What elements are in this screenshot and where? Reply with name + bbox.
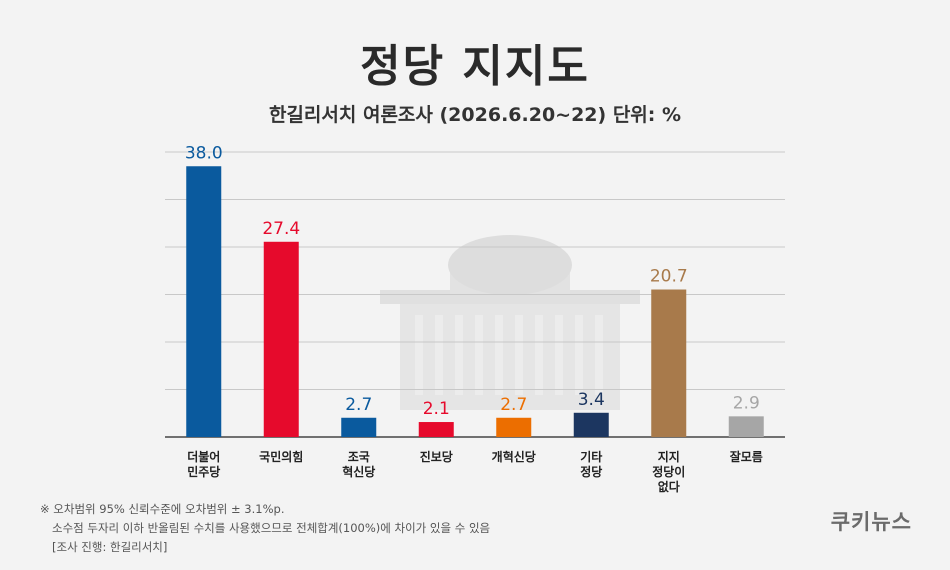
category-label: 정당이 [652, 464, 685, 479]
footnote-margin-of-error: ※ 오차범위 95% 신뢰수준에 오차범위 ± 3.1%p. [40, 502, 285, 516]
bar [651, 289, 687, 437]
bar [263, 241, 299, 437]
bars [186, 166, 764, 437]
category-label: 혁신당 [342, 464, 375, 479]
footnotes: ※ 오차범위 95% 신뢰수준에 오차범위 ± 3.1%p. 소수점 두자리 이… [40, 500, 490, 557]
category-label: 진보당 [420, 449, 453, 464]
national-assembly-building-watermark [380, 235, 640, 410]
chart-title: 정당 지지도 [360, 41, 590, 92]
bar [728, 416, 764, 437]
value-label: 2.7 [345, 395, 372, 415]
bar [186, 166, 222, 437]
category-label: 조국 [348, 450, 370, 464]
category-label: 없다 [658, 479, 680, 494]
bar [341, 417, 377, 437]
value-label: 2.9 [733, 393, 760, 413]
bar [573, 412, 609, 437]
footnote-source: [조사 진행: 한길리서치] [52, 540, 168, 554]
value-label: 2.7 [500, 395, 527, 415]
bar [496, 417, 532, 437]
value-label: 38.0 [185, 143, 223, 163]
category-label: 기타 [580, 449, 602, 464]
bar [418, 422, 454, 437]
footnote-rounding: 소수점 두자리 이하 반올림된 수치를 사용했으므로 전체합계(100%)에 차… [52, 521, 491, 535]
category-label: 더불어 [187, 449, 220, 464]
gridlines [165, 151, 785, 438]
value-label: 27.4 [262, 219, 300, 239]
category-label: 지지 [658, 449, 680, 464]
category-label: 개혁신당 [492, 449, 536, 464]
kukinews-logo: 쿠키뉴스 [830, 510, 912, 534]
value-label: 3.4 [578, 390, 605, 410]
value-label: 20.7 [650, 267, 688, 287]
category-label: 정당 [580, 464, 602, 479]
category-label: 민주당 [187, 464, 220, 479]
category-label: 잘모름 [730, 449, 763, 464]
category-label: 국민의힘 [259, 449, 303, 464]
chart-subtitle: 한길리서치 여론조사 (2026.6.20~22) 단위: % [268, 104, 682, 126]
value-labels: 38.0 27.4 2.7 2.1 2.7 3.4 20.7 2.9 [185, 143, 760, 419]
value-label: 2.1 [423, 399, 450, 419]
